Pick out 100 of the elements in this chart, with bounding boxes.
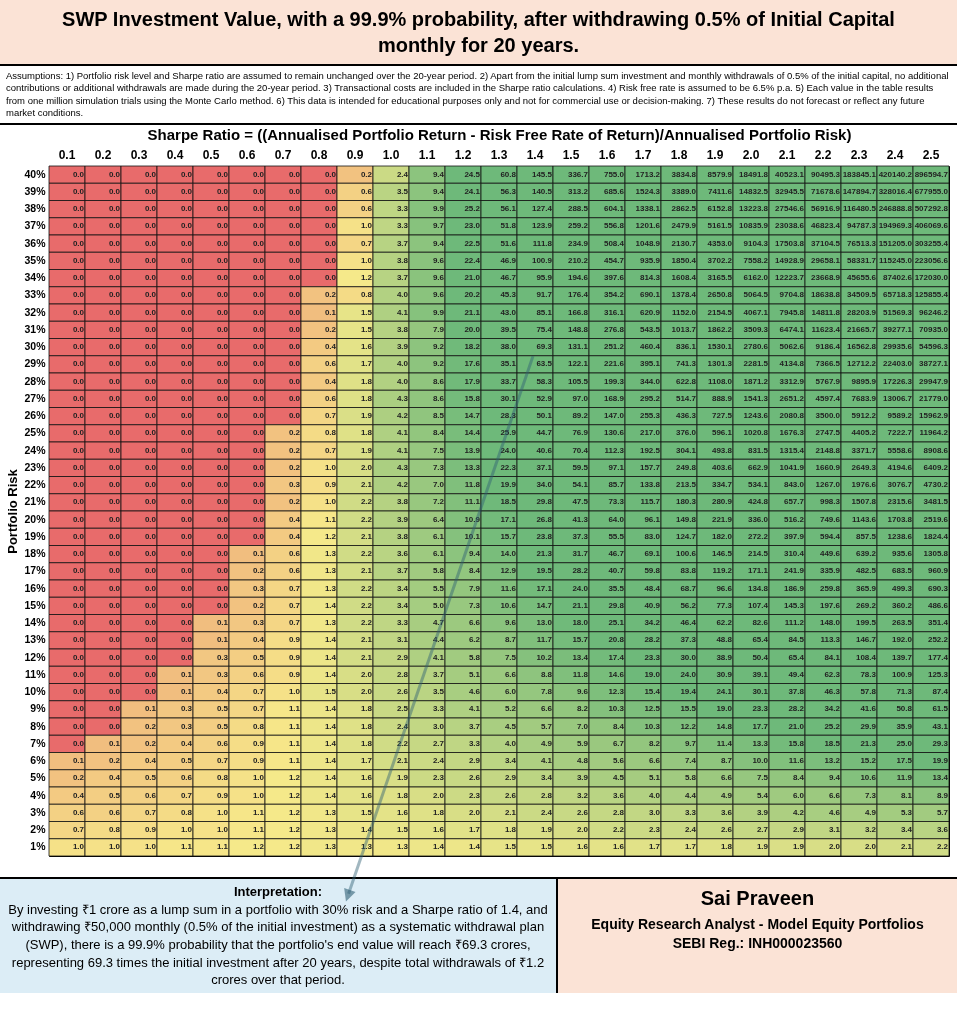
data-label: 46.9: [500, 256, 517, 266]
data-label: 0.0: [180, 584, 193, 593]
data-label: 0.0: [180, 653, 193, 662]
data-label: 486.6: [927, 601, 949, 611]
data-label: 183845.1: [842, 170, 877, 179]
data-label: 0.1: [324, 308, 337, 317]
data-label: 0.0: [324, 273, 337, 283]
data-label: 41.6: [860, 704, 877, 714]
data-label: 5.1: [648, 773, 661, 783]
data-label: 3.3: [396, 221, 409, 231]
data-label: 13.4: [932, 773, 949, 783]
data-label: 0.0: [252, 239, 265, 248]
data-label: 0.0: [216, 204, 229, 214]
data-label: 1.8: [360, 428, 373, 438]
data-label: 2862.5: [671, 204, 697, 214]
data-label: 7.9: [432, 325, 445, 335]
data-label: 0.3: [252, 618, 265, 628]
data-label: 9186.4: [815, 342, 841, 352]
data-label: 38.9: [716, 653, 733, 662]
data-label: 2.2: [360, 601, 373, 611]
data-label: 1.5: [396, 825, 409, 835]
data-label: 14928.9: [775, 256, 805, 266]
data-label: 8579.9: [707, 170, 733, 179]
data-label: 146.7: [855, 635, 877, 645]
data-label: 19.5: [536, 566, 553, 576]
data-label: 9.4: [432, 187, 445, 197]
data-label: 0.0: [216, 497, 229, 507]
data-label: 336.0: [747, 515, 769, 524]
data-label: 1.5: [324, 687, 337, 697]
data-label: 194969.3: [878, 221, 913, 231]
data-label: 8.2: [576, 704, 589, 714]
data-label: 0.0: [108, 463, 121, 473]
data-label: 210.2: [567, 256, 589, 266]
data-label: 10.6: [500, 601, 517, 611]
data-label: 45.3: [500, 290, 517, 300]
data-label: 0.0: [216, 394, 229, 404]
data-label: 1.0: [324, 463, 337, 473]
data-label: 499.3: [891, 584, 913, 593]
data-label: 0.0: [216, 549, 229, 559]
data-label: 5.6: [612, 756, 625, 766]
data-label: 58.3: [536, 377, 553, 386]
data-label: 604.1: [603, 204, 625, 214]
data-label: 303255.4: [914, 239, 949, 248]
data-label: 6.2: [468, 635, 481, 645]
y-tick-label: 24%: [24, 444, 47, 456]
data-label: 0.0: [108, 584, 121, 593]
data-label: 1824.4: [923, 532, 949, 542]
data-label: 4.1: [396, 308, 409, 317]
data-label: 2.3: [468, 791, 481, 800]
data-label: 97.1: [608, 463, 625, 473]
data-label: 1.7: [360, 756, 373, 766]
data-label: 1.5: [504, 842, 517, 852]
data-label: 29.8: [536, 497, 553, 507]
data-label: 9.9: [432, 308, 445, 317]
data-label: 1.0: [180, 825, 193, 835]
data-label: 395.1: [639, 359, 661, 369]
data-label: 24.0: [500, 446, 517, 455]
data-label: 622.8: [675, 377, 697, 386]
data-label: 15.8: [788, 739, 805, 749]
data-label: 17.7: [752, 722, 769, 731]
data-label: 115.7: [640, 497, 661, 507]
data-label: 0.7: [324, 411, 337, 421]
data-label: 122.1: [567, 359, 589, 369]
data-label: 1713.2: [635, 170, 661, 179]
data-label: 15.7: [500, 532, 517, 542]
data-label: 1.1: [288, 756, 301, 766]
data-label: 37.1: [536, 463, 553, 473]
data-label: 5.1: [468, 670, 481, 680]
data-label: 5.8: [468, 653, 481, 662]
data-label: 334.7: [711, 480, 733, 490]
data-label: 147894.7: [842, 187, 877, 197]
y-tick-label: 28%: [24, 375, 47, 387]
data-label: 116480.5: [843, 204, 877, 214]
data-label: 0.0: [144, 187, 157, 197]
data-label: 38727.1: [919, 359, 949, 369]
data-label: 360.2: [891, 601, 913, 611]
data-label: 6162.0: [743, 273, 769, 283]
data-label: 0.0: [108, 273, 121, 283]
data-label: 8.6: [432, 394, 445, 404]
y-tick-label: 6%: [30, 754, 47, 767]
data-label: 0.5: [252, 653, 265, 662]
data-label: 217.0: [639, 428, 661, 438]
data-label: 221.6: [603, 359, 625, 369]
data-label: 0.4: [252, 635, 265, 645]
data-label: 4.2: [396, 411, 409, 421]
data-label: 2.2: [360, 515, 373, 524]
data-label: 21.1: [572, 601, 589, 611]
data-label: 56916.9: [811, 204, 841, 214]
data-label: 38.0: [500, 342, 517, 352]
data-label: 1.0: [360, 221, 373, 231]
data-label: 3.9: [396, 342, 409, 352]
data-label: 11964.2: [919, 428, 949, 438]
data-label: 8.4: [792, 773, 805, 783]
data-label: 0.0: [72, 325, 85, 335]
data-label: 0.7: [324, 446, 337, 455]
data-label: 4.4: [432, 635, 445, 645]
data-label: 0.7: [144, 808, 157, 818]
data-label: 30.1: [500, 394, 517, 404]
data-label: 3834.8: [671, 170, 697, 179]
data-label: 1.6: [396, 808, 409, 818]
